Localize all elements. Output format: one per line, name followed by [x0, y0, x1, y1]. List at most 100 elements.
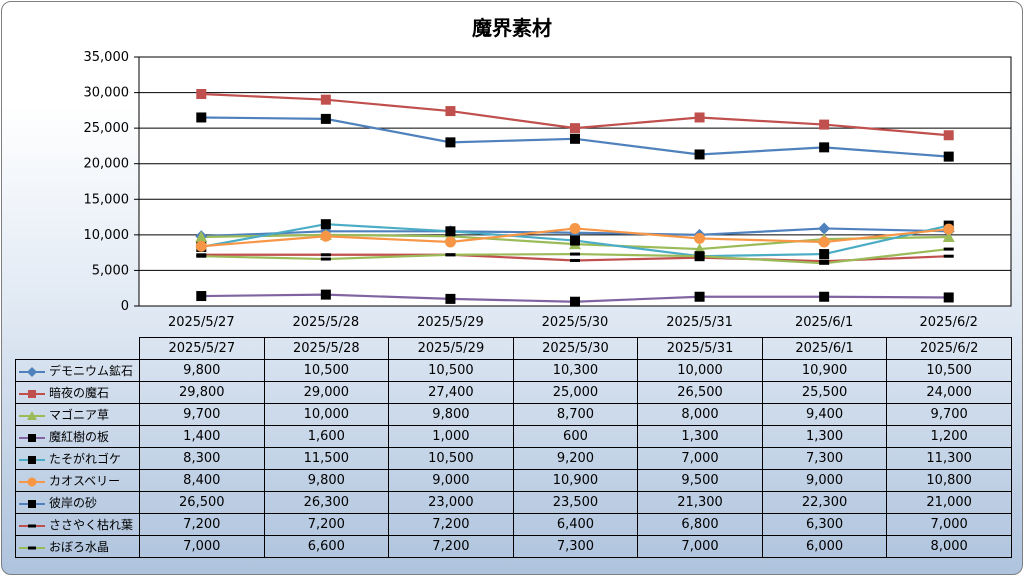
- legend-key: [19, 389, 45, 398]
- data-point: [320, 219, 331, 230]
- table-cell: 29,000: [263, 381, 390, 404]
- data-point: [445, 253, 456, 257]
- x-tick-label: 2025/6/1: [795, 315, 853, 330]
- table-cell: 10,500: [388, 447, 514, 470]
- data-point: [445, 226, 456, 237]
- data-point: [320, 289, 331, 300]
- table-cell: 9,000: [388, 469, 514, 492]
- data-point: [570, 258, 580, 262]
- data-point: [320, 230, 332, 242]
- series-legend-cell: 暗夜の魔石: [15, 381, 140, 404]
- x-tick-label: 2025/5/27: [168, 315, 235, 330]
- data-point: [196, 88, 207, 99]
- table-cell: 25,000: [512, 381, 639, 404]
- data-point: [819, 142, 830, 153]
- table-cell: 9,000: [761, 469, 888, 492]
- table-cell: 29,800: [139, 381, 265, 404]
- table-column-header: 2025/5/29: [388, 337, 514, 360]
- table-cell: 7,000: [637, 447, 763, 470]
- x-tick-label: 2025/5/31: [666, 315, 733, 330]
- table-cell: 9,700: [886, 403, 1012, 426]
- legend-key: [19, 410, 45, 420]
- table-column-header: 2025/6/1: [761, 337, 888, 360]
- table-cell: 6,800: [637, 513, 763, 536]
- data-point: [943, 254, 954, 258]
- data-point: [694, 232, 706, 244]
- legend-key: [19, 524, 45, 527]
- data-point: [320, 253, 331, 257]
- table-cell: 8,300: [139, 447, 265, 470]
- data-point: [444, 236, 456, 248]
- table-cell: 6,300: [761, 513, 888, 536]
- table-cell: 6,400: [512, 513, 639, 536]
- series-name: マゴニア草: [49, 408, 110, 422]
- line-chart: 0 5,000 10,000 15,000 20,000 25,000 30,000 35,0…: [84, 50, 1012, 330]
- data-point: [196, 254, 207, 258]
- data-point: [943, 247, 954, 251]
- series-name: ささやく枯れ葉: [49, 518, 134, 532]
- table-cell: 7,000: [139, 535, 265, 558]
- data-point: [943, 292, 954, 303]
- table-corner: [15, 337, 140, 360]
- series-legend-cell: おぼろ水晶: [15, 535, 140, 558]
- y-tick-label: 15,000: [84, 192, 130, 207]
- table-cell: 1,400: [139, 425, 265, 448]
- table-row: ささやく枯れ葉 7,200 7,200 7,200 6,400 6,800 6,300 7,0…: [15, 513, 1012, 536]
- series-legend-cell: マゴニア草: [15, 403, 140, 426]
- data-point: [570, 296, 580, 307]
- data-point: [818, 222, 831, 235]
- data-point: [570, 133, 580, 144]
- data-point: [196, 112, 207, 123]
- series-name: 暗夜の魔石: [49, 386, 110, 400]
- x-tick-label: 2025/5/28: [293, 315, 360, 330]
- table-cell: 22,300: [761, 491, 888, 514]
- table-row: マゴニア草 9,700 10,000 9,800 8,700 8,000 9,400 9,70…: [15, 403, 1012, 426]
- series-name: おぼろ水晶: [49, 540, 110, 554]
- data-point: [569, 222, 581, 234]
- data-point: [445, 293, 456, 304]
- table-cell: 7,200: [139, 513, 265, 536]
- table-cell: 1,300: [637, 425, 763, 448]
- table-cell: 600: [512, 425, 639, 448]
- table-row: おぼろ水晶 7,000 6,600 7,200 7,300 7,000 6,000 8,000: [15, 535, 1012, 558]
- data-point: [819, 249, 830, 260]
- x-tick-label: 2025/5/30: [542, 315, 609, 330]
- data-point: [818, 236, 830, 248]
- table-cell: 10,900: [761, 359, 888, 382]
- table-row: 魔紅樹の板 1,400 1,600 1,000 600 1,300 1,300 1,200: [15, 425, 1012, 448]
- data-point: [570, 252, 580, 256]
- data-point: [819, 259, 830, 263]
- table-cell: 25,500: [761, 381, 888, 404]
- table-row: たそがれゴケ 8,300 11,500 10,500 9,200 7,000 7,300 11…: [15, 447, 1012, 470]
- table-cell: 23,500: [512, 491, 639, 514]
- data-point: [195, 240, 207, 252]
- plot-area: [138, 56, 1012, 307]
- data-point: [943, 130, 954, 141]
- data-point: [943, 151, 954, 162]
- table-cell: 7,300: [761, 447, 888, 470]
- table-cell: 10,900: [512, 469, 639, 492]
- y-tick-label: 10,000: [84, 228, 130, 243]
- table-column-header: 2025/5/30: [512, 337, 639, 360]
- series-legend-cell: 魔紅樹の板: [15, 425, 140, 448]
- data-point: [195, 230, 208, 242]
- series-legend-cell: 彼岸の砂: [15, 491, 140, 514]
- table-cell: 10,000: [263, 403, 390, 426]
- series-name: たそがれゴケ: [49, 452, 122, 466]
- table-column-header: 2025/5/28: [263, 337, 390, 360]
- data-point: [694, 254, 705, 258]
- table-cell: 24,000: [886, 381, 1012, 404]
- table-cell: 11,500: [263, 447, 390, 470]
- table-cell: 10,300: [512, 359, 639, 382]
- legend-key: [19, 366, 45, 377]
- table-cell: 21,300: [637, 491, 763, 514]
- y-tick-label: 25,000: [84, 121, 130, 136]
- legend-key: [19, 546, 45, 549]
- legend-key: [19, 433, 45, 442]
- series-name: カオスベリー: [49, 474, 121, 488]
- y-tick-label: 0: [121, 299, 129, 314]
- data-point: [942, 230, 955, 242]
- data-point: [445, 106, 456, 117]
- data-point: [570, 123, 580, 134]
- y-tick-label: 30,000: [84, 86, 130, 101]
